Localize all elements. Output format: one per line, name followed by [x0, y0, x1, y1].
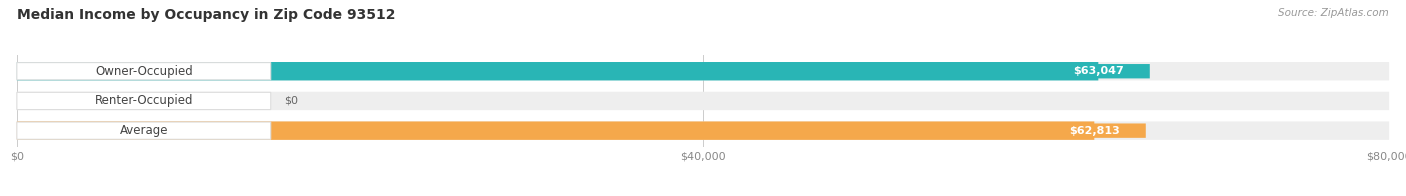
Text: Renter-Occupied: Renter-Occupied [94, 94, 193, 107]
Text: $0: $0 [284, 96, 298, 106]
Text: Median Income by Occupancy in Zip Code 93512: Median Income by Occupancy in Zip Code 9… [17, 8, 395, 22]
FancyBboxPatch shape [17, 63, 271, 80]
FancyBboxPatch shape [17, 122, 1094, 140]
Text: Source: ZipAtlas.com: Source: ZipAtlas.com [1278, 8, 1389, 18]
FancyBboxPatch shape [1047, 64, 1150, 78]
FancyBboxPatch shape [17, 62, 1389, 80]
Text: Owner-Occupied: Owner-Occupied [96, 65, 193, 78]
FancyBboxPatch shape [1043, 123, 1146, 138]
Text: $63,047: $63,047 [1073, 66, 1123, 76]
FancyBboxPatch shape [17, 122, 1389, 140]
FancyBboxPatch shape [17, 92, 271, 110]
FancyBboxPatch shape [17, 122, 271, 139]
Text: Average: Average [120, 124, 169, 137]
Text: $62,813: $62,813 [1069, 126, 1119, 136]
FancyBboxPatch shape [17, 62, 1098, 80]
FancyBboxPatch shape [17, 92, 1389, 110]
